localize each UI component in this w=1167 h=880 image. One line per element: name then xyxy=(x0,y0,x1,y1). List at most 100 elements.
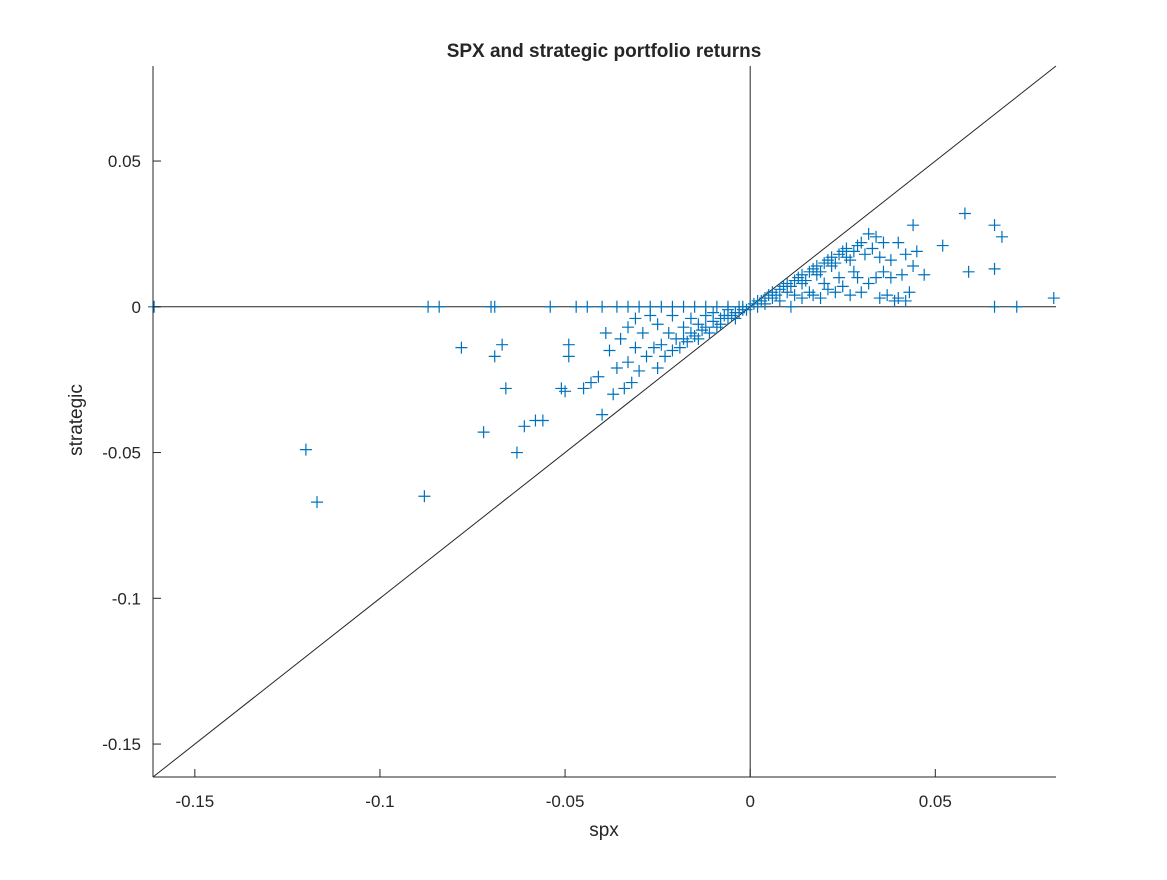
chart-title: SPX and strategic portfolio returns xyxy=(447,41,762,62)
data-point xyxy=(610,362,623,375)
x-tick-label: -0.1 xyxy=(365,792,394,811)
data-point xyxy=(721,300,734,313)
data-point xyxy=(496,338,509,351)
data-points xyxy=(148,207,1060,509)
y-tick-label: 0 xyxy=(132,298,141,317)
data-point xyxy=(773,294,786,307)
data-point xyxy=(877,265,890,278)
data-point xyxy=(714,318,727,331)
data-point xyxy=(884,254,897,267)
data-point xyxy=(844,289,857,302)
axes xyxy=(152,66,1056,778)
data-point xyxy=(907,259,920,272)
data-point xyxy=(958,207,971,220)
data-point xyxy=(962,265,975,278)
data-point xyxy=(592,370,605,383)
data-point xyxy=(666,344,679,357)
data-point xyxy=(788,289,801,302)
data-point xyxy=(666,300,679,313)
data-point xyxy=(477,426,490,439)
y-tick-label: -0.1 xyxy=(112,589,141,608)
data-point xyxy=(855,236,868,249)
data-point xyxy=(625,376,638,389)
data-point xyxy=(936,239,949,252)
data-point xyxy=(833,271,846,284)
data-point xyxy=(814,265,827,278)
x-tick-label: -0.05 xyxy=(546,792,585,811)
data-point xyxy=(829,257,842,270)
data-point xyxy=(596,300,609,313)
data-point xyxy=(488,300,501,313)
data-point xyxy=(910,245,923,258)
data-point xyxy=(807,289,820,302)
data-point xyxy=(907,219,920,232)
data-point xyxy=(299,443,312,456)
data-point xyxy=(655,338,668,351)
data-point xyxy=(840,242,853,255)
data-point xyxy=(636,327,649,340)
data-point xyxy=(518,420,531,433)
data-point xyxy=(677,321,690,334)
data-point xyxy=(873,251,886,264)
data-point xyxy=(699,300,712,313)
data-point xyxy=(562,350,575,363)
data-point xyxy=(895,268,908,281)
data-point xyxy=(603,344,616,357)
data-point xyxy=(688,300,701,313)
data-point xyxy=(584,376,597,389)
data-point xyxy=(596,408,609,421)
data-point xyxy=(821,283,834,296)
data-point xyxy=(536,414,549,427)
data-point xyxy=(799,274,812,287)
data-point xyxy=(499,382,512,395)
data-point xyxy=(899,248,912,261)
x-tick-label: 0.05 xyxy=(919,792,952,811)
data-point xyxy=(881,289,894,302)
data-point xyxy=(559,385,572,398)
data-point xyxy=(870,230,883,243)
y-axis-label: strategic xyxy=(66,384,87,456)
data-point xyxy=(784,300,797,313)
data-point xyxy=(995,230,1008,243)
data-point xyxy=(510,446,523,459)
data-point xyxy=(733,300,746,313)
data-point xyxy=(1047,292,1060,305)
data-point xyxy=(870,271,883,284)
data-point xyxy=(610,300,623,313)
data-point xyxy=(655,300,668,313)
data-point xyxy=(647,341,660,354)
x-tick-label: 0 xyxy=(745,792,754,811)
data-point xyxy=(844,254,857,267)
data-point xyxy=(829,286,842,299)
data-point xyxy=(892,236,905,249)
data-point xyxy=(544,300,557,313)
data-point xyxy=(618,382,631,395)
data-point xyxy=(659,350,672,363)
data-point xyxy=(836,280,849,293)
data-point xyxy=(899,294,912,307)
data-point xyxy=(607,388,620,401)
data-point xyxy=(873,292,886,305)
data-point xyxy=(855,286,868,299)
data-point xyxy=(703,327,716,340)
data-point xyxy=(918,268,931,281)
data-point xyxy=(851,271,864,284)
data-point xyxy=(599,327,612,340)
data-point xyxy=(877,236,890,249)
data-point xyxy=(758,297,771,310)
data-point xyxy=(311,496,324,509)
data-point xyxy=(629,341,642,354)
data-point xyxy=(684,312,697,325)
data-point xyxy=(988,262,1001,275)
data-point xyxy=(455,341,468,354)
data-point xyxy=(814,292,827,305)
data-point xyxy=(988,219,1001,232)
data-point xyxy=(903,286,916,299)
data-point xyxy=(681,335,694,348)
data-point xyxy=(644,300,657,313)
data-point xyxy=(651,362,664,375)
data-point xyxy=(622,300,635,313)
data-point xyxy=(673,341,686,354)
